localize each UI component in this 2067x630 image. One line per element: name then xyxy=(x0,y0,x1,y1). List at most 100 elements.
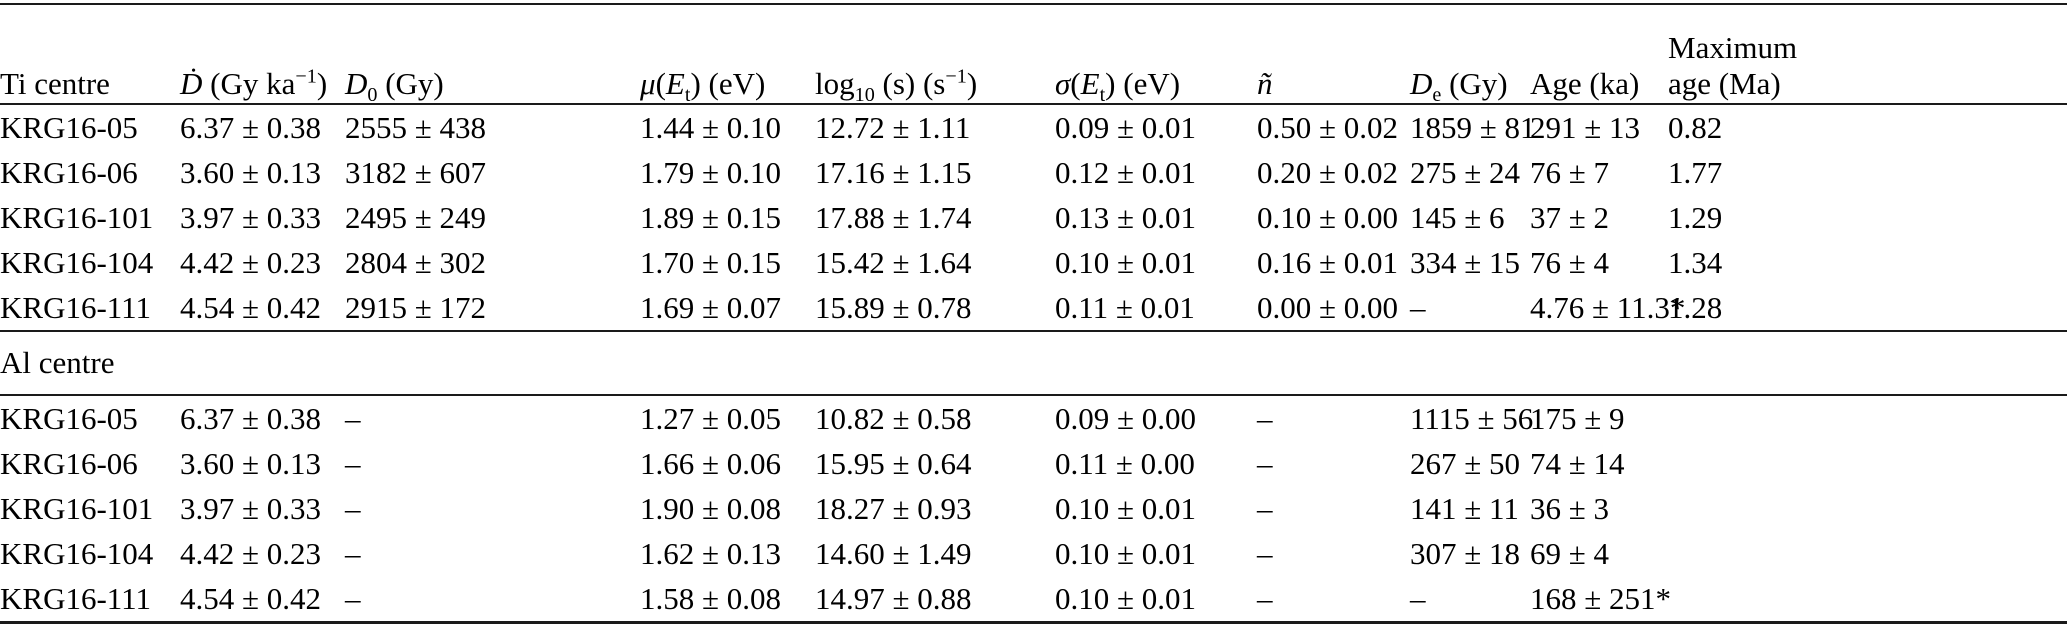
section-row-al-centre: Al centre xyxy=(0,331,2067,395)
cell-max-age: 1.29 xyxy=(1668,199,1723,235)
cell-de: 1859 ± 81 xyxy=(1410,109,1536,145)
column-header-log10-s: log10 (s) (s−1) xyxy=(815,66,978,107)
column-header-mu-et: μ(Et) (eV) xyxy=(640,66,766,107)
cell-sample: KRG16-101 xyxy=(0,199,154,235)
cell-mu-et: 1.62 ± 0.13 xyxy=(640,535,782,571)
cell-log10-s: 15.89 ± 0.78 xyxy=(815,289,972,325)
cell-sample: KRG16-111 xyxy=(0,289,151,325)
cell-d0: 2915 ± 172 xyxy=(345,289,487,325)
cell-d0: 2804 ± 302 xyxy=(345,244,487,280)
cell-de: 267 ± 50 xyxy=(1410,445,1521,481)
cell-sigma-et: 0.11 ± 0.01 xyxy=(1055,289,1195,325)
cell-age: 4.76 ± 11.3* xyxy=(1530,289,1686,325)
cell-max-age xyxy=(1668,576,2067,623)
column-header-de: De (Gy) xyxy=(1410,66,1508,107)
cell-n-tilde: – xyxy=(1257,535,1273,571)
cell-max-age: 1.77 xyxy=(1668,154,1723,190)
cell-sigma-et: 0.13 ± 0.01 xyxy=(1055,199,1197,235)
cell-dose-rate: 6.37 ± 0.38 xyxy=(180,109,322,145)
cell-sample: KRG16-05 xyxy=(0,400,138,436)
cell-n-tilde: 0.10 ± 0.00 xyxy=(1257,199,1399,235)
cell-log10-s: 15.42 ± 1.64 xyxy=(815,244,972,280)
esr-dating-results-table: Ti centre Ḋ (Gy ka−1) D0 (Gy) μ(Et) (eV… xyxy=(0,3,2067,624)
cell-max-age xyxy=(1668,531,2067,576)
cell-max-age: 1.34 xyxy=(1668,244,1723,280)
cell-age: 69 ± 4 xyxy=(1530,535,1610,571)
table-row: KRG16-111 4.54 ± 0.42–1.58 ± 0.08 14.97 ± … xyxy=(0,576,2067,623)
cell-n-tilde: 0.00 ± 0.00 xyxy=(1257,289,1399,325)
cell-mu-et: 1.79 ± 0.10 xyxy=(640,154,782,190)
cell-sample: KRG16-111 xyxy=(0,580,151,616)
cell-log10-s: 15.95 ± 0.64 xyxy=(815,445,972,481)
cell-d0: 2555 ± 438 xyxy=(345,109,487,145)
cell-max-age xyxy=(1668,395,2067,441)
cell-sample: KRG16-101 xyxy=(0,490,154,526)
cell-mu-et: 1.44 ± 0.10 xyxy=(640,109,782,145)
table-body: KRG16-05 6.37 ± 0.38 2555 ± 438 1.44 ± 0.10… xyxy=(0,104,2067,623)
cell-mu-et: 1.58 ± 0.08 xyxy=(640,580,782,616)
cell-max-age: 1.28 xyxy=(1668,289,1723,325)
cell-log10-s: 14.60 ± 1.49 xyxy=(815,535,972,571)
cell-sigma-et: 0.10 ± 0.01 xyxy=(1055,244,1197,280)
cell-log10-s: 14.97 ± 0.88 xyxy=(815,580,972,616)
cell-age: 291 ± 13 xyxy=(1530,109,1641,145)
cell-mu-et: 1.69 ± 0.07 xyxy=(640,289,782,325)
cell-dose-rate: 4.42 ± 0.23 xyxy=(180,535,322,571)
column-header-sample: Ti centre xyxy=(0,66,110,102)
cell-mu-et: 1.66 ± 0.06 xyxy=(640,445,782,481)
cell-log10-s: 18.27 ± 0.93 xyxy=(815,490,972,526)
cell-sample: KRG16-104 xyxy=(0,535,154,571)
cell-sigma-et: 0.10 ± 0.01 xyxy=(1055,490,1197,526)
cell-age: 37 ± 2 xyxy=(1530,199,1610,235)
cell-sample: KRG16-104 xyxy=(0,244,154,280)
table-row: KRG16-104 4.42 ± 0.23–1.62 ± 0.13 14.60 ± … xyxy=(0,531,2067,576)
cell-d0: – xyxy=(345,490,361,526)
cell-mu-et: 1.90 ± 0.08 xyxy=(640,490,782,526)
cell-dose-rate: 4.42 ± 0.23 xyxy=(180,244,322,280)
cell-d0: – xyxy=(345,445,361,481)
cell-d0: – xyxy=(345,535,361,571)
cell-n-tilde: 0.50 ± 0.02 xyxy=(1257,109,1399,145)
cell-sigma-et: 0.09 ± 0.00 xyxy=(1055,400,1197,436)
cell-n-tilde: 0.20 ± 0.02 xyxy=(1257,154,1399,190)
cell-log10-s: 12.72 ± 1.11 xyxy=(815,109,971,145)
cell-d0: 2495 ± 249 xyxy=(345,199,487,235)
cell-sigma-et: 0.10 ± 0.01 xyxy=(1055,580,1197,616)
cell-mu-et: 1.27 ± 0.05 xyxy=(640,400,782,436)
cell-dose-rate: 4.54 ± 0.42 xyxy=(180,580,322,616)
cell-sigma-et: 0.10 ± 0.01 xyxy=(1055,535,1197,571)
table-row: KRG16-05 6.37 ± 0.38 2555 ± 438 1.44 ± 0.10… xyxy=(0,104,2067,150)
cell-log10-s: 17.16 ± 1.15 xyxy=(815,154,972,190)
cell-dose-rate: 6.37 ± 0.38 xyxy=(180,400,322,436)
cell-sigma-et: 0.09 ± 0.01 xyxy=(1055,109,1197,145)
column-header-age: Age (ka) xyxy=(1530,66,1640,102)
cell-d0: – xyxy=(345,580,361,616)
cell-max-age xyxy=(1668,486,2067,531)
column-header-d0: D0 (Gy) xyxy=(345,66,444,107)
cell-d0: – xyxy=(345,400,361,436)
table-row: KRG16-06 3.60 ± 0.13 3182 ± 607 1.79 ± 0.10… xyxy=(0,150,2067,195)
cell-dose-rate: 3.60 ± 0.13 xyxy=(180,445,322,481)
cell-mu-et: 1.89 ± 0.15 xyxy=(640,199,782,235)
column-header-n-tilde: ñ xyxy=(1257,66,1273,102)
cell-age: 175 ± 9 xyxy=(1530,400,1625,436)
cell-sample: KRG16-06 xyxy=(0,154,138,190)
cell-age: 76 ± 4 xyxy=(1530,244,1610,280)
cell-age: 168 ± 251* xyxy=(1530,580,1672,616)
cell-log10-s: 10.82 ± 0.58 xyxy=(815,400,972,436)
cell-n-tilde: – xyxy=(1257,490,1273,526)
cell-n-tilde: 0.16 ± 0.01 xyxy=(1257,244,1399,280)
cell-n-tilde: – xyxy=(1257,400,1273,436)
table-row: KRG16-104 4.42 ± 0.23 2804 ± 302 1.70 ± 0.1… xyxy=(0,240,2067,285)
cell-n-tilde: – xyxy=(1257,580,1273,616)
table-row: KRG16-101 3.97 ± 0.33 2495 ± 249 1.89 ± 0.1… xyxy=(0,195,2067,240)
cell-de: – xyxy=(1410,289,1426,325)
column-header-sigma-et: σ(Et) (eV) xyxy=(1055,66,1181,107)
header-row: Ti centre Ḋ (Gy ka−1) D0 (Gy) μ(Et) (eV… xyxy=(0,4,2067,107)
cell-dose-rate: 3.97 ± 0.33 xyxy=(180,490,322,526)
cell-max-age: 0.82 xyxy=(1668,109,1723,145)
cell-sigma-et: 0.11 ± 0.00 xyxy=(1055,445,1195,481)
section-label: Al centre xyxy=(0,345,115,380)
table-row: KRG16-101 3.97 ± 0.33–1.90 ± 0.08 18.27 ± … xyxy=(0,486,2067,531)
